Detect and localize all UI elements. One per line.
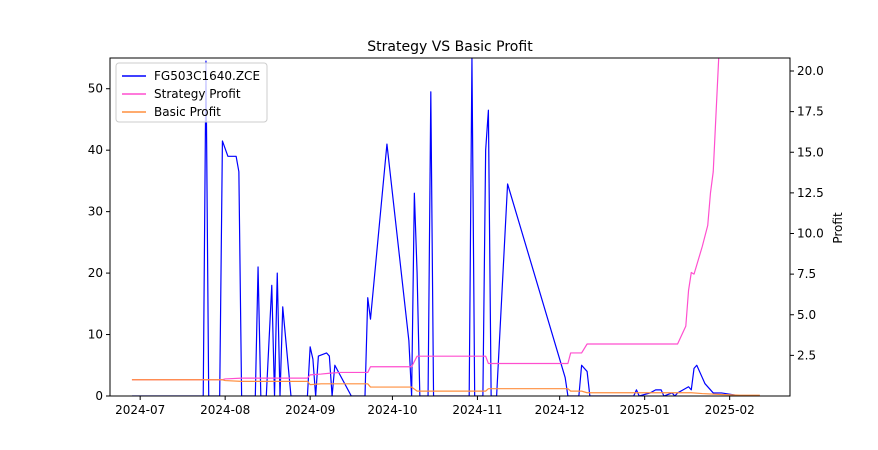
x-tick-label: 2024-11 bbox=[452, 403, 502, 417]
y-right-tick-label: 7.5 bbox=[797, 267, 816, 281]
y-right-tick-label: 10.0 bbox=[797, 227, 824, 241]
y-left-tick-label: 50 bbox=[88, 82, 103, 96]
legend-label-0: FG503C1640.ZCE bbox=[154, 69, 260, 83]
series-layer bbox=[131, 58, 760, 396]
y-left-axis: 0 10 20 30 40 50 bbox=[88, 82, 110, 403]
series-line-1 bbox=[131, 58, 720, 381]
series-line-2 bbox=[131, 379, 760, 396]
y-right-tick-label: 20.0 bbox=[797, 64, 824, 78]
y-left-tick-label: 10 bbox=[88, 328, 103, 342]
x-tick-label: 2024-07 bbox=[115, 403, 165, 417]
y-right-tick-label: 17.5 bbox=[797, 105, 824, 119]
y-left-tick-label: 30 bbox=[88, 205, 103, 219]
y-right-tick-label: 12.5 bbox=[797, 186, 824, 200]
right-axis-label: Profit bbox=[831, 212, 845, 244]
y-right-tick-label: 2.5 bbox=[797, 348, 816, 362]
y-left-tick-label: 0 bbox=[95, 389, 103, 403]
x-tick-label: 2024-10 bbox=[367, 403, 417, 417]
x-tick-label: 2025-01 bbox=[620, 403, 670, 417]
x-axis: 2024-07 2024-08 2024-09 2024-10 2024-11 2024-… bbox=[115, 396, 755, 417]
plot-frame bbox=[109, 57, 791, 397]
x-tick-label: 2024-08 bbox=[200, 403, 250, 417]
x-tick-label: 2024-12 bbox=[535, 403, 585, 417]
y-left-tick-label: 40 bbox=[88, 143, 103, 157]
x-tick-label: 2025-02 bbox=[705, 403, 755, 417]
x-tick-label: 2024-09 bbox=[285, 403, 335, 417]
legend-label-2: Basic Profit bbox=[154, 105, 221, 119]
y-left-tick-label: 20 bbox=[88, 266, 103, 280]
y-right-tick-label: 15.0 bbox=[797, 145, 824, 159]
y-right-axis: 2.5 5.0 7.5 10.0 12.5 15.0 17.5 20.0 bbox=[790, 64, 824, 362]
legend-label-1: Strategy Profit bbox=[154, 87, 241, 101]
legend: FG503C1640.ZCE Strategy Profit Basic Profi… bbox=[115, 62, 268, 123]
legend-box bbox=[115, 62, 268, 123]
chart-title: Strategy VS Basic Profit bbox=[367, 39, 533, 55]
y-right-tick-label: 5.0 bbox=[797, 308, 816, 322]
